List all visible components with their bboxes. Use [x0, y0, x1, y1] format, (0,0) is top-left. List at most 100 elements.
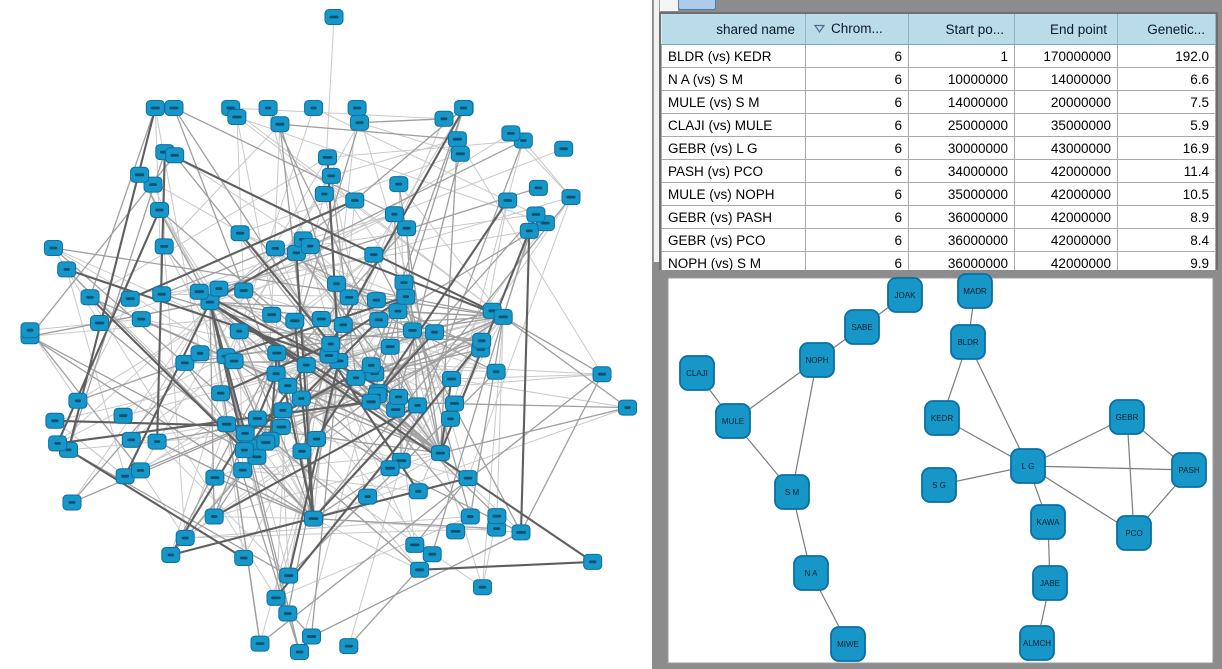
- node-shape[interactable]: [793, 555, 829, 591]
- column-header-1[interactable]: shared name: [661, 14, 806, 45]
- node-shape[interactable]: [1171, 452, 1207, 488]
- cell-value[interactable]: 36000000: [908, 205, 1015, 229]
- network-node[interactable]: [397, 220, 417, 237]
- network-node[interactable]: [266, 365, 286, 382]
- network-node-n-a[interactable]: N A: [793, 555, 829, 591]
- network-node-mule[interactable]: MULE: [715, 403, 751, 439]
- network-node-kedr[interactable]: KEDR: [924, 400, 960, 436]
- network-node[interactable]: [271, 419, 291, 435]
- network-node[interactable]: [487, 508, 507, 525]
- network-node[interactable]: [256, 434, 276, 451]
- network-node[interactable]: [389, 176, 409, 193]
- network-node[interactable]: [526, 206, 546, 223]
- network-node[interactable]: [311, 311, 331, 327]
- network-node[interactable]: [258, 100, 278, 116]
- network-node[interactable]: [265, 240, 285, 257]
- network-node[interactable]: [290, 644, 309, 660]
- network-node[interactable]: [113, 407, 133, 424]
- cell-value[interactable]: 10000000: [908, 67, 1015, 91]
- cell-shared-name[interactable]: N A (vs) S M: [661, 67, 806, 91]
- node-shape[interactable]: [844, 309, 880, 345]
- network-node[interactable]: [285, 312, 305, 329]
- cell-value[interactable]: 7.5: [1117, 90, 1216, 114]
- table-row[interactable]: MULE (vs) NOPH 6 35000000 42000000 10.5: [661, 182, 1216, 206]
- network-node[interactable]: [164, 100, 184, 116]
- network-node[interactable]: [121, 431, 141, 448]
- table-row[interactable]: GEBR (vs) L G 6 30000000 43000000 16.9: [661, 136, 1216, 160]
- network-node[interactable]: [262, 306, 282, 323]
- network-node[interactable]: [278, 605, 298, 622]
- network-node-s-m[interactable]: S M: [774, 474, 810, 510]
- network-node[interactable]: [247, 410, 267, 427]
- network-node-almch[interactable]: ALMCH: [1019, 625, 1055, 661]
- cell-value[interactable]: 42000000: [1014, 228, 1118, 252]
- cell-shared-name[interactable]: MULE (vs) NOPH: [661, 182, 806, 206]
- network-node[interactable]: [498, 192, 518, 209]
- network-node[interactable]: [230, 225, 250, 242]
- network-node[interactable]: [302, 628, 321, 645]
- column-header-3[interactable]: Start po...: [908, 14, 1015, 45]
- node-shape[interactable]: [715, 403, 751, 439]
- node-shape[interactable]: [1010, 448, 1046, 484]
- network-node[interactable]: [147, 433, 167, 450]
- network-node[interactable]: [165, 147, 185, 164]
- network-node[interactable]: [175, 354, 195, 371]
- network-node[interactable]: [592, 366, 612, 383]
- cell-value[interactable]: 6: [805, 205, 909, 229]
- network-node[interactable]: [385, 206, 404, 223]
- network-node[interactable]: [131, 462, 150, 479]
- network-node[interactable]: [528, 179, 548, 196]
- network-node[interactable]: [410, 561, 430, 578]
- network-node[interactable]: [394, 274, 414, 291]
- network-node[interactable]: [224, 353, 244, 370]
- network-node[interactable]: [446, 523, 466, 540]
- network-node[interactable]: [90, 315, 109, 331]
- network-node[interactable]: [20, 322, 40, 339]
- network-node[interactable]: [501, 125, 521, 142]
- node-shape[interactable]: [950, 324, 986, 360]
- cell-value[interactable]: 8.4: [1117, 228, 1216, 252]
- network-node[interactable]: [267, 345, 287, 362]
- network-node[interactable]: [350, 114, 369, 131]
- cell-value[interactable]: 6: [805, 67, 909, 91]
- network-node[interactable]: [234, 442, 254, 459]
- network-node[interactable]: [43, 240, 63, 256]
- network-node[interactable]: [441, 410, 460, 427]
- node-shape[interactable]: [679, 355, 715, 391]
- network-node[interactable]: [154, 238, 174, 255]
- network-node[interactable]: [229, 323, 249, 340]
- cell-shared-name[interactable]: GEBR (vs) PCO: [661, 228, 806, 252]
- table-row[interactable]: N A (vs) S M 6 10000000 14000000 6.6: [661, 67, 1216, 91]
- network-node-l-g[interactable]: L G: [1010, 448, 1046, 484]
- network-node[interactable]: [425, 324, 444, 341]
- network-node[interactable]: [345, 192, 365, 209]
- network-node[interactable]: [472, 332, 492, 349]
- network-node[interactable]: [152, 286, 172, 303]
- cell-value[interactable]: 14000000: [1014, 67, 1118, 91]
- network-node[interactable]: [431, 445, 450, 462]
- network-node[interactable]: [561, 189, 581, 206]
- network-node[interactable]: [405, 536, 425, 553]
- node-shape[interactable]: [1030, 504, 1066, 540]
- cell-value[interactable]: 11.4: [1117, 159, 1216, 183]
- network-node[interactable]: [227, 109, 247, 125]
- network-node-bldr[interactable]: BLDR: [950, 324, 986, 360]
- network-node[interactable]: [454, 100, 474, 116]
- network-node[interactable]: [80, 289, 100, 306]
- cell-shared-name[interactable]: GEBR (vs) L G: [661, 136, 806, 160]
- network-node[interactable]: [304, 510, 323, 527]
- cell-value[interactable]: 1: [908, 44, 1015, 68]
- table-row[interactable]: PASH (vs) PCO 6 34000000 42000000 11.4: [661, 159, 1216, 183]
- network-node[interactable]: [327, 275, 346, 292]
- network-node[interactable]: [321, 336, 341, 352]
- cell-value[interactable]: 6: [805, 113, 909, 137]
- network-node-kawa[interactable]: KAWA: [1030, 504, 1066, 540]
- network-node[interactable]: [403, 322, 422, 339]
- network-node-gebr[interactable]: GEBR: [1109, 399, 1145, 435]
- network-node[interactable]: [447, 131, 467, 148]
- table-row[interactable]: BLDR (vs) KEDR 6 1 170000000 192.0: [661, 44, 1216, 68]
- network-node[interactable]: [115, 468, 135, 485]
- node-shape[interactable]: [830, 626, 866, 662]
- network-node[interactable]: [300, 238, 320, 255]
- network-node[interactable]: [250, 635, 270, 652]
